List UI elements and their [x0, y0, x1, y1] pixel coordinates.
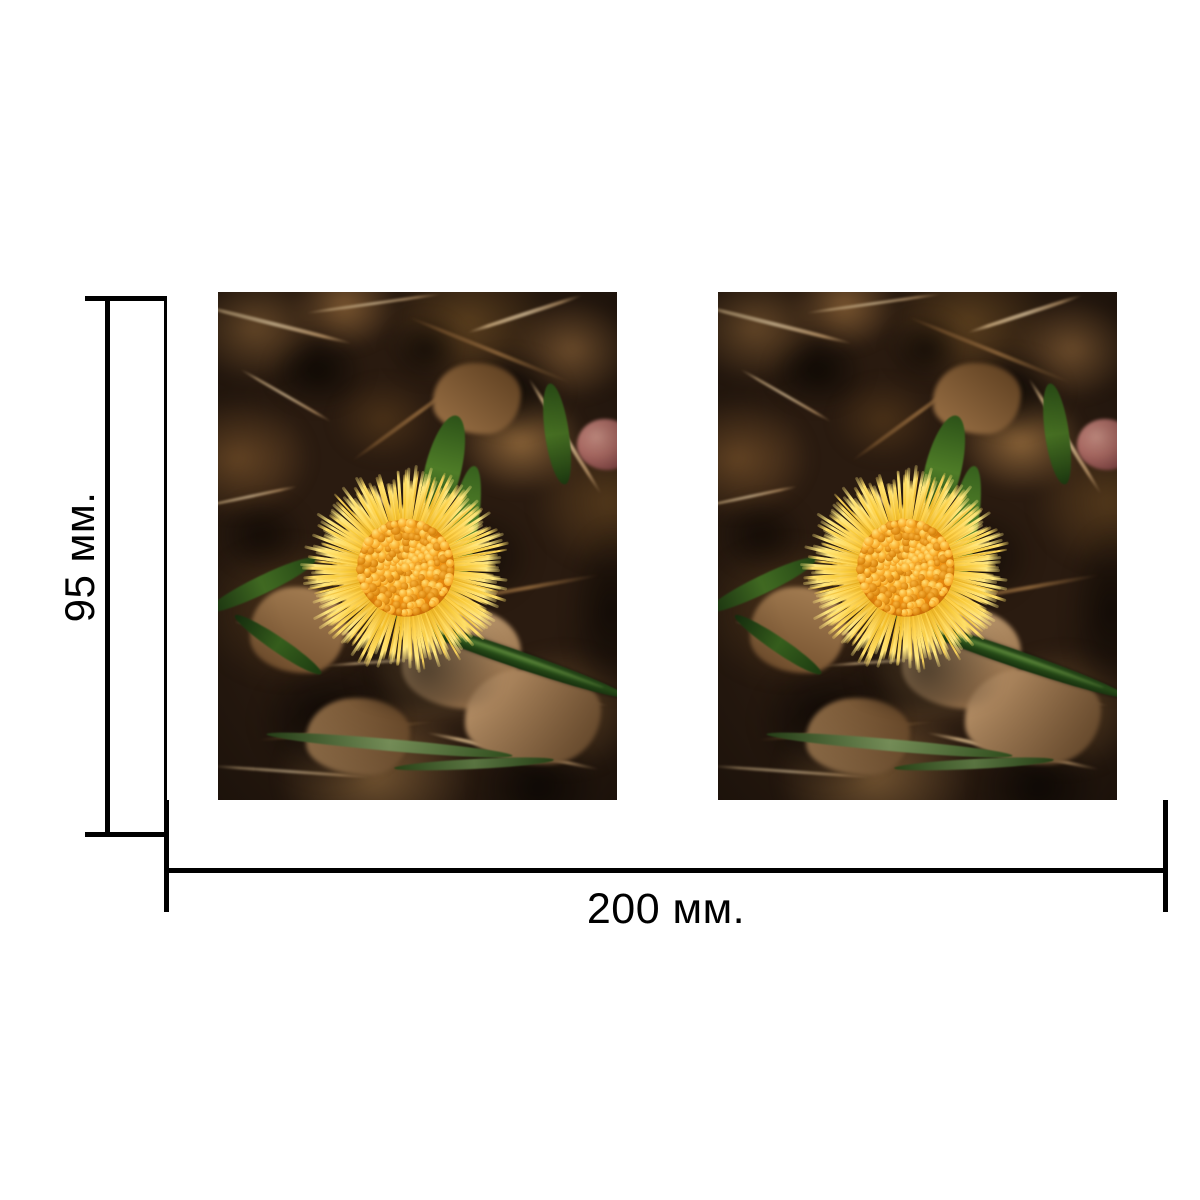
width-dimension-line [164, 868, 1168, 873]
height-dimension-label: 95 мм. [56, 491, 103, 623]
flower-disc [356, 518, 455, 617]
height-dimension-extension-line [164, 296, 167, 802]
height-dimension-top-tick [85, 296, 167, 301]
width-dimension-left-tick [164, 800, 169, 912]
coltsfoot-flower [299, 462, 511, 673]
product-image-2[interactable] [718, 292, 1117, 800]
height-dimension-bottom-tick [85, 832, 167, 837]
flower-bud [1077, 419, 1117, 470]
flower-bud [577, 419, 617, 470]
product-image-1[interactable] [218, 292, 617, 800]
width-dimension-label: 200 мм. [586, 885, 746, 933]
coltsfoot-flower [799, 462, 1011, 673]
flower-disc [856, 518, 955, 617]
width-dimension-right-tick [1163, 800, 1168, 912]
height-dimension-line [105, 296, 110, 837]
